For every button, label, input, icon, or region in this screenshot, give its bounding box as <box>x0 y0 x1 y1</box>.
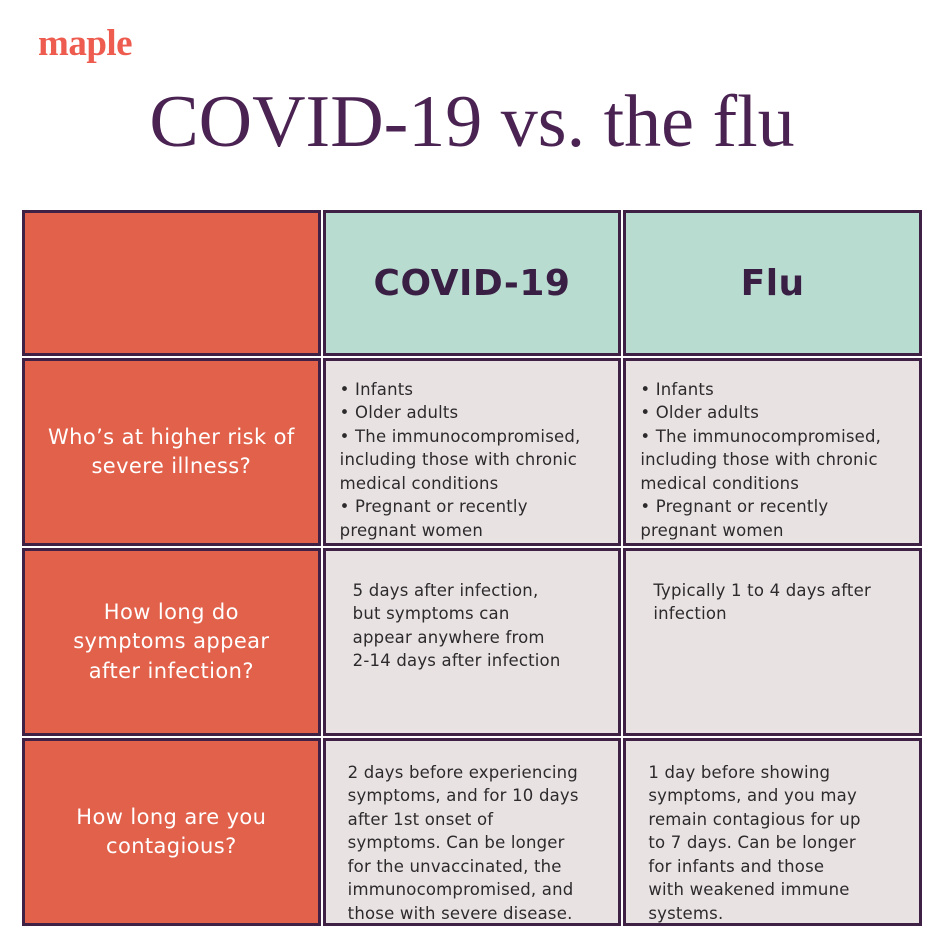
cell-flu-symptom-onset: Typically 1 to 4 days after infection <box>623 548 922 736</box>
comparison-table: COVID-19 Flu Who’s at higher risk of sev… <box>22 210 922 926</box>
column-header-covid: COVID-19 <box>322 210 622 356</box>
corner-cell <box>22 210 321 356</box>
cell-covid-symptom-onset: 5 days after infection, but symptoms can… <box>322 548 622 736</box>
brand-logo: maple <box>38 23 133 64</box>
row-question-higher-risk: Who’s at higher risk of severe illness? <box>22 358 321 546</box>
row-question-symptom-onset: How long do symptoms appear after infect… <box>22 548 321 736</box>
page-title: COVID-19 vs. the flu <box>149 81 795 163</box>
cell-flu-contagious: 1 day before showing symptoms, and you m… <box>623 738 922 926</box>
cell-flu-higher-risk: • Infants • Older adults • The immunocom… <box>623 358 922 546</box>
cell-covid-contagious: 2 days before experiencing symptoms, and… <box>322 738 622 926</box>
row-question-contagious: How long are you contagious? <box>22 738 321 926</box>
column-header-flu: Flu <box>623 210 922 356</box>
cell-covid-higher-risk: • Infants • Older adults • The immunocom… <box>322 358 622 546</box>
